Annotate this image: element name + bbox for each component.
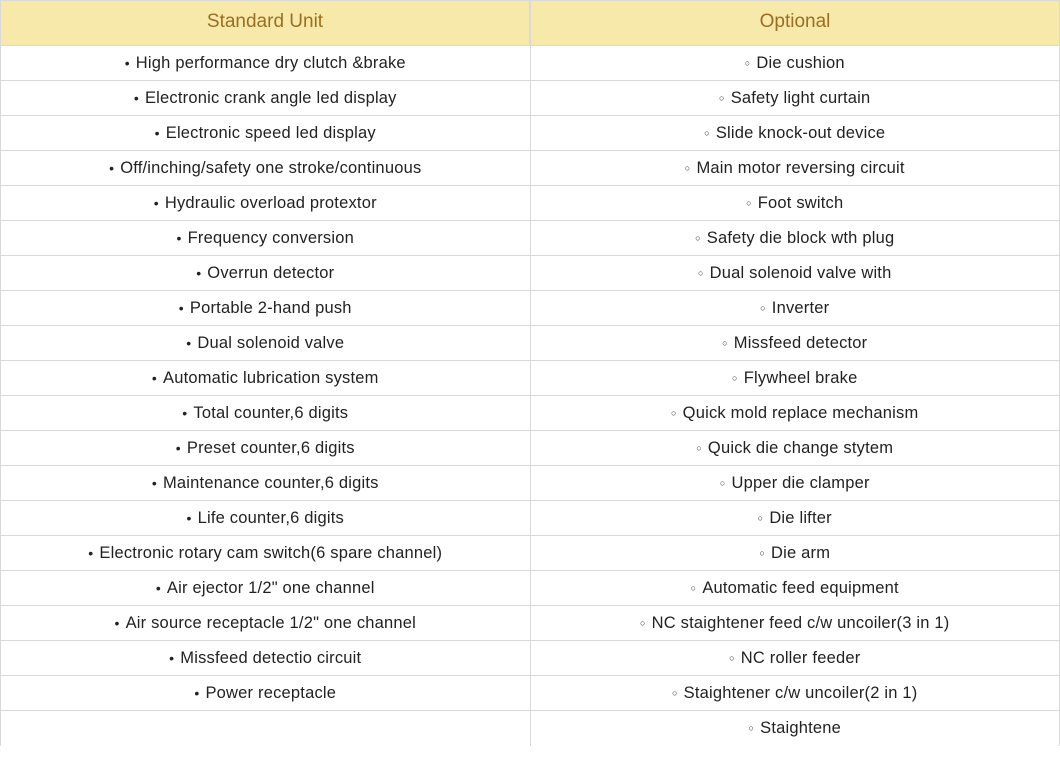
table-row: Portable 2-hand push (1, 291, 530, 326)
list-item: Quick die change stytem (696, 439, 893, 458)
table-row: NC roller feeder (531, 641, 1060, 676)
table-row: Missfeed detectio circuit (1, 641, 530, 676)
list-item: Missfeed detectio circuit (169, 649, 361, 668)
list-item: Staightener c/w uncoiler(2 in 1) (672, 684, 918, 703)
table-row: Safety light curtain (531, 81, 1060, 116)
list-item: Inverter (760, 299, 829, 318)
list-item: Upper die clamper (720, 474, 870, 493)
list-item: High performance dry clutch &brake (125, 54, 406, 73)
list-item: NC roller feeder (729, 649, 860, 668)
table-row: Air ejector 1/2" one channel (1, 571, 530, 606)
table-row: Automatic feed equipment (531, 571, 1060, 606)
list-item: Frequency conversion (177, 229, 354, 248)
list-item: Foot switch (746, 194, 843, 213)
table-row: Staightener c/w uncoiler(2 in 1) (531, 676, 1060, 711)
table-row: Safety die block wth plug (531, 221, 1060, 256)
list-item: Quick mold replace mechanism (671, 404, 918, 423)
list-item: Off/inching/safety one stroke/continuous (109, 159, 421, 178)
table-body: High performance dry clutch &brake Electr… (0, 46, 1060, 746)
table-row: Frequency conversion (1, 221, 530, 256)
table-row: Electronic crank angle led display (1, 81, 530, 116)
table-row (1, 711, 530, 746)
list-item: Maintenance counter,6 digits (152, 474, 379, 493)
header-row: Standard Unit Optional (0, 0, 1060, 46)
list-item: Automatic feed equipment (691, 579, 899, 598)
table-row: Total counter,6 digits (1, 396, 530, 431)
table-row: Flywheel brake (531, 361, 1060, 396)
table-row: Electronic rotary cam switch(6 spare cha… (1, 536, 530, 571)
list-item: Overrun detector (196, 264, 334, 283)
table-row: Air source receptacle 1/2" one channel (1, 606, 530, 641)
list-item: Electronic speed led display (155, 124, 376, 143)
table-row: Off/inching/safety one stroke/continuous (1, 151, 530, 186)
list-item: Preset counter,6 digits (176, 439, 355, 458)
table-row: Automatic lubrication system (1, 361, 530, 396)
table-row: Missfeed detector (531, 326, 1060, 361)
list-item: Electronic rotary cam switch(6 spare cha… (88, 544, 442, 563)
table-row: Quick mold replace mechanism (531, 396, 1060, 431)
list-item: Air source receptacle 1/2" one channel (114, 614, 416, 633)
table-row: Die lifter (531, 501, 1060, 536)
list-item: Safety die block wth plug (695, 229, 894, 248)
header-optional: Optional (530, 0, 1060, 46)
table-row: Dual solenoid valve with (531, 256, 1060, 291)
features-table: Standard Unit Optional High performance … (0, 0, 1060, 746)
column-optional: Die cushion Safety light curtain Slide kno… (530, 46, 1060, 746)
table-row: Die cushion (531, 46, 1060, 81)
list-item: Electronic crank angle led display (134, 89, 397, 108)
table-row: Main motor reversing circuit (531, 151, 1060, 186)
list-item: Die cushion (745, 54, 845, 73)
table-row: Maintenance counter,6 digits (1, 466, 530, 501)
table-row: Quick die change stytem (531, 431, 1060, 466)
list-item: Missfeed detector (722, 334, 867, 353)
list-item: Staightene (748, 719, 841, 738)
table-row: Life counter,6 digits (1, 501, 530, 536)
header-standard-unit: Standard Unit (0, 0, 530, 46)
table-row: Inverter (531, 291, 1060, 326)
table-row: Hydraulic overload protextor (1, 186, 530, 221)
list-item: Main motor reversing circuit (685, 159, 905, 178)
list-item: Die lifter (758, 509, 832, 528)
list-item: Air ejector 1/2" one channel (156, 579, 375, 598)
column-standard-unit: High performance dry clutch &brake Electr… (0, 46, 530, 746)
list-item: Portable 2-hand push (179, 299, 352, 318)
table-row: Dual solenoid valve (1, 326, 530, 361)
list-item: Total counter,6 digits (182, 404, 348, 423)
list-item: Hydraulic overload protextor (154, 194, 377, 213)
list-item: Die arm (759, 544, 830, 563)
list-item: Slide knock-out device (704, 124, 885, 143)
table-row: Slide knock-out device (531, 116, 1060, 151)
table-row: Power receptacle (1, 676, 530, 711)
table-row: NC staightener feed c/w uncoiler(3 in 1) (531, 606, 1060, 641)
table-row: Upper die clamper (531, 466, 1060, 501)
list-item: Automatic lubrication system (152, 369, 379, 388)
list-item: Life counter,6 digits (187, 509, 345, 528)
table-row: Die arm (531, 536, 1060, 571)
table-row: Foot switch (531, 186, 1060, 221)
list-item: Power receptacle (194, 684, 336, 703)
list-item: Dual solenoid valve (186, 334, 344, 353)
list-item: NC staightener feed c/w uncoiler(3 in 1) (640, 614, 949, 633)
list-item: Flywheel brake (732, 369, 857, 388)
table-row: High performance dry clutch &brake (1, 46, 530, 81)
table-row: Staightene (531, 711, 1060, 746)
table-row: Preset counter,6 digits (1, 431, 530, 466)
table-row: Overrun detector (1, 256, 530, 291)
table-row: Electronic speed led display (1, 116, 530, 151)
list-item: Dual solenoid valve with (698, 264, 891, 283)
list-item: Safety light curtain (719, 89, 870, 108)
